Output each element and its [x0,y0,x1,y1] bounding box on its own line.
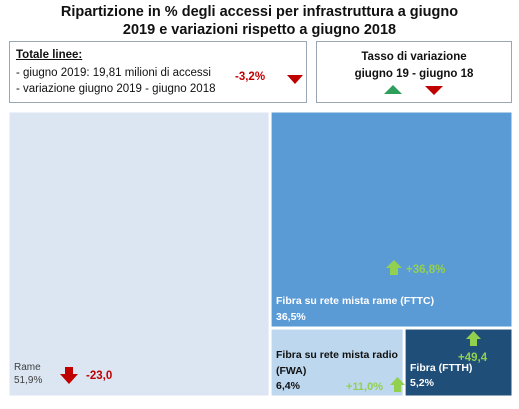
fwa-change: +11,0% [346,381,384,393]
ftth-label: Fibra (FTTH) 5,2% [410,362,472,390]
rame-name: Rame [14,362,41,373]
totals-line-accessi: - giugno 2019: 19,81 milioni di accessi [16,67,211,79]
fttc-change: +36,8% [406,264,446,276]
fwa-name-line-1: Fibra su rete mista radio [276,349,398,361]
fttc-share: 36,5% [276,311,306,323]
arrow-up-icon [466,331,481,346]
fwa-name-line-2: (FWA) [276,365,307,377]
legend-title: Tasso di variazione [361,51,467,63]
chart-title: Ripartizione in % degli accessi per infr… [0,3,519,39]
legend-box: Tasso di variazione giugno 19 - giugno 1… [316,41,512,103]
ftth-name: Fibra (FTTH) [410,362,473,374]
fwa-share: 6,4% [276,380,300,392]
fttc-name: Fibra su rete mista rame (FTTC) [276,295,435,307]
ftth-share: 5,2% [410,377,434,389]
rame-share: 51,9% [14,375,43,386]
fwa-label: Fibra su rete mista radio (FWA) 6,4% [276,349,398,393]
arrow-down-icon [60,367,78,384]
arrow-up-icon [384,85,402,94]
legend-subtitle: giugno 19 - giugno 18 [354,68,474,80]
arrow-up-icon [390,377,405,392]
arrow-down-icon [425,86,443,95]
ftth-change: +49,4 [458,352,488,364]
totals-change-value: -3,2% [235,71,266,83]
totals-line-variazione: - variazione giugno 2019 - giugno 2018 [16,83,216,95]
arrow-up-icon [386,260,402,275]
rame-change: -23,0 [86,370,113,382]
treemap-svg [8,111,513,397]
totals-heading: Totale linee: [16,49,83,61]
rame-tile [8,111,270,397]
fttc-label: Fibra su rete mista rame (FTTC) 36,5% [276,295,434,324]
totals-box: Totale linee: - giugno 2019: 19,81 milio… [9,41,307,103]
arrow-down-icon [287,75,303,84]
fwa-tile [270,328,404,397]
fttc-tile [270,111,513,328]
ftth-tile [404,328,513,397]
rame-label: Rame 51,9% [14,361,42,387]
chart-title-line-1: Ripartizione in % degli accessi per infr… [60,4,459,20]
treemap-chart: Rame 51,9% -23,0 +36,8% Fibra su rete mi… [8,111,513,397]
chart-title-line-2: 2019 e variazioni rispetto a giugno 2018 [122,22,397,38]
